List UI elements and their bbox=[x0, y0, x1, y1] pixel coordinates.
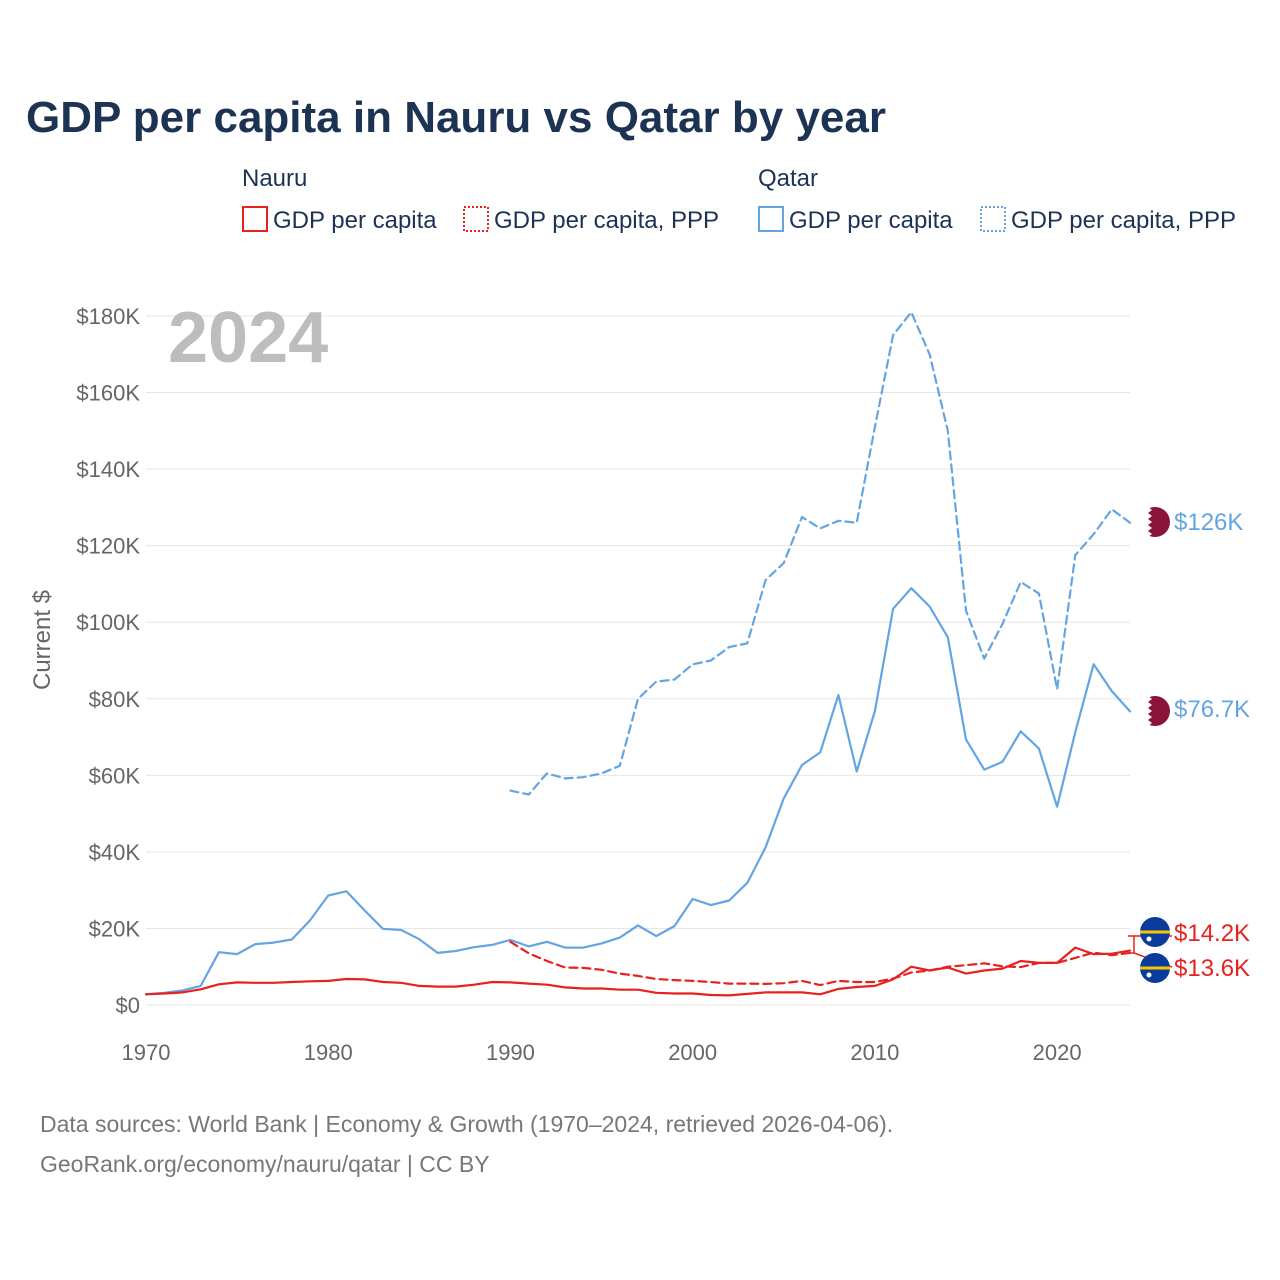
series-line-nauru-ppp bbox=[509, 940, 1132, 987]
y-tick-label: $60K bbox=[89, 763, 141, 788]
y-tick-label: $40K bbox=[89, 840, 141, 865]
chart-title: GDP per capita in Nauru vs Qatar by year bbox=[26, 93, 886, 142]
legend: Nauru GDP per capita GDP per capita, PPP… bbox=[242, 165, 1236, 234]
x-tick-label: 2010 bbox=[850, 1040, 899, 1065]
legend-swatch-nauru-gdp bbox=[242, 206, 268, 232]
y-axis-title: Current $ bbox=[29, 590, 56, 690]
gridlines bbox=[146, 315, 1130, 1006]
y-tick-label: $100K bbox=[76, 610, 140, 635]
nauru-flag-icon bbox=[1140, 953, 1170, 983]
y-tick-label: $140K bbox=[76, 457, 140, 482]
nauru-label-bracket bbox=[1128, 935, 1135, 954]
end-label-qatar-ppp: $126K bbox=[1174, 509, 1243, 536]
end-label-qatar-gdp: $76.7K bbox=[1174, 696, 1250, 723]
x-tick-label: 2000 bbox=[668, 1040, 717, 1065]
legend-swatch-qatar-gdp bbox=[758, 206, 784, 232]
legend-label-qatar-ppp: GDP per capita, PPP bbox=[1011, 207, 1236, 234]
y-tick-label: $20K bbox=[89, 916, 141, 941]
x-tick-label: 2020 bbox=[1033, 1040, 1082, 1065]
qatar-flag-icon bbox=[1140, 696, 1170, 726]
y-tick-label: $120K bbox=[76, 534, 140, 559]
qatar-flag-icon bbox=[1140, 507, 1170, 537]
y-tick-label: $180K bbox=[76, 304, 140, 329]
y-tick-label: $0 bbox=[116, 993, 140, 1018]
series-line-qatar-gdp bbox=[144, 587, 1132, 996]
y-tick-label: $80K bbox=[89, 687, 141, 712]
series bbox=[144, 311, 1132, 997]
y-axis: $0 $20K $40K $60K $80K $100K $120K $140K $160K $1… bbox=[76, 304, 140, 1018]
y-tick-label: $160K bbox=[76, 381, 140, 406]
legend-swatch-qatar-ppp bbox=[980, 206, 1006, 232]
legend-label-qatar-gdp: GDP per capita bbox=[789, 207, 953, 234]
end-labels: $126K $76.7K $14.2K $13.6K bbox=[1128, 507, 1250, 983]
nauru-flag-icon bbox=[1140, 917, 1170, 947]
source-line-1: Data sources: World Bank | Economy & Gro… bbox=[40, 1111, 893, 1137]
series-line-nauru-gdp bbox=[144, 946, 1132, 997]
legend-label-nauru-gdp: GDP per capita bbox=[273, 207, 437, 234]
x-tick-label: 1970 bbox=[122, 1040, 171, 1065]
end-label-nauru-low: $13.6K bbox=[1174, 955, 1250, 982]
end-label-nauru-high: $14.2K bbox=[1174, 920, 1250, 947]
legend-group-qatar: Qatar bbox=[758, 165, 818, 192]
series-line-qatar-ppp bbox=[509, 311, 1132, 796]
legend-swatch-nauru-ppp bbox=[463, 206, 489, 232]
x-tick-label: 1990 bbox=[486, 1040, 535, 1065]
source-line-2: GeoRank.org/economy/nauru/qatar | CC BY bbox=[40, 1151, 490, 1177]
x-tick-label: 1980 bbox=[304, 1040, 353, 1065]
year-watermark: 2024 bbox=[168, 298, 328, 378]
legend-group-nauru: Nauru bbox=[242, 165, 307, 192]
legend-label-nauru-ppp: GDP per capita, PPP bbox=[494, 207, 719, 234]
x-axis: 1970 1980 1990 2000 2010 2020 bbox=[122, 1040, 1082, 1065]
